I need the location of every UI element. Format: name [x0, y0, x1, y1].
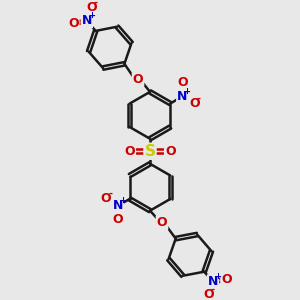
Text: O: O	[221, 273, 232, 286]
Text: -: -	[211, 285, 215, 295]
Text: +: +	[214, 272, 221, 281]
Text: +: +	[119, 196, 126, 205]
Text: O: O	[165, 145, 175, 158]
Text: O: O	[189, 97, 200, 110]
Text: O: O	[86, 1, 97, 14]
Text: N: N	[177, 90, 188, 103]
Text: O: O	[100, 192, 111, 206]
Text: N: N	[82, 14, 92, 27]
Text: O: O	[157, 216, 167, 229]
Text: N: N	[112, 200, 123, 212]
Text: -: -	[108, 189, 112, 199]
Text: O: O	[112, 213, 123, 226]
Text: O: O	[68, 17, 79, 30]
Text: O: O	[133, 73, 143, 86]
Text: S: S	[145, 144, 155, 159]
Text: O: O	[177, 76, 188, 89]
Text: -: -	[197, 94, 201, 104]
Text: O: O	[124, 145, 135, 158]
Text: N: N	[208, 275, 218, 288]
Text: -: -	[94, 0, 98, 8]
Text: +: +	[183, 87, 190, 96]
Text: O: O	[203, 288, 214, 300]
Text: +: +	[88, 11, 95, 20]
